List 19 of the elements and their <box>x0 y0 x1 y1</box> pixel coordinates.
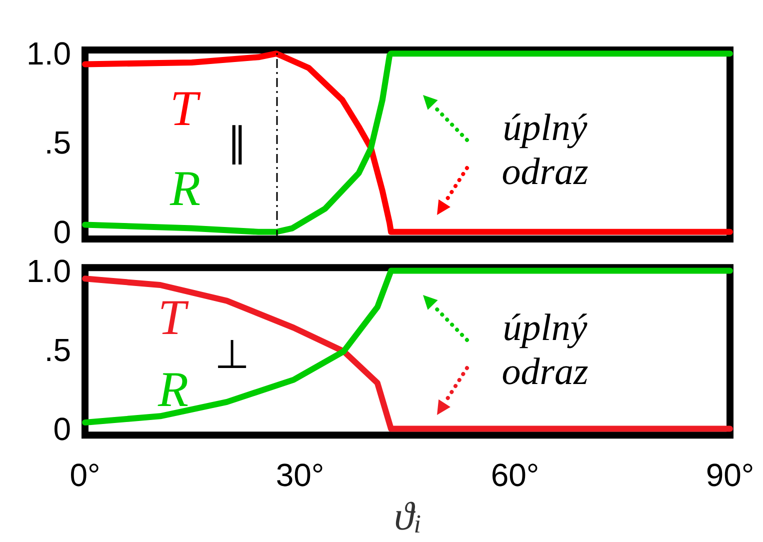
annotation: ⊥ <box>214 332 250 378</box>
y-tick-label: 1.0 <box>26 36 71 72</box>
annotation: ∥ <box>227 120 247 166</box>
y-tick-label: .5 <box>44 124 71 161</box>
y-tick-label: 0 <box>53 214 71 250</box>
series-label: T <box>170 80 201 136</box>
series-label: R <box>157 361 189 417</box>
y-tick-label: 0 <box>53 410 71 447</box>
x-tick-label: 0° <box>70 457 100 494</box>
series-label: T <box>158 289 189 345</box>
x-tick-label: 90° <box>706 457 754 494</box>
x-axis-title: ϑi <box>394 494 421 538</box>
annotation: úplný odraz <box>502 307 588 393</box>
x-tick-label: 60° <box>490 457 540 494</box>
series-label: R <box>169 160 201 216</box>
x-tick-label: 30° <box>276 457 324 494</box>
y-tick-label: 1.0 <box>26 252 71 289</box>
y-tick-label: .5 <box>44 332 71 368</box>
annotation: úplný odraz <box>502 107 588 193</box>
